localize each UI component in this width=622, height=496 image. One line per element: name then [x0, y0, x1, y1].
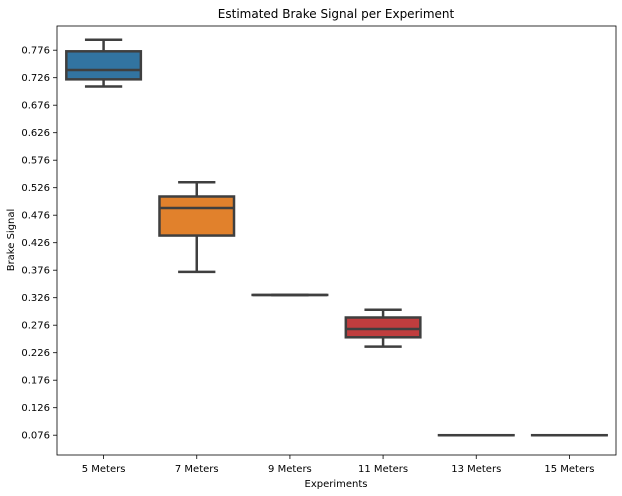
x-tick-label: 7 Meters	[175, 464, 219, 475]
y-axis-label: Brake Signal	[6, 209, 17, 272]
box-4	[344, 308, 422, 348]
y-tick-label: 0.126	[21, 403, 50, 414]
y-tick-label: 0.276	[21, 321, 50, 332]
x-tick-label: 13 Meters	[451, 464, 501, 475]
box-1	[65, 38, 143, 88]
y-tick-label: 0.176	[21, 376, 50, 387]
x-tick-label: 9 Meters	[268, 464, 312, 475]
y-tick-label: 0.076	[21, 431, 50, 442]
plot-area	[56, 25, 617, 456]
y-tick-label: 0.476	[21, 211, 50, 222]
x-tick-label: 11 Meters	[358, 464, 408, 475]
iqr-box	[65, 50, 143, 81]
y-tick-label: 0.776	[21, 46, 50, 57]
y-tick-label: 0.526	[21, 183, 50, 194]
y-tick-label: 0.626	[21, 128, 50, 139]
y-tick-label: 0.426	[21, 238, 50, 249]
x-tick-label: 5 Meters	[82, 464, 126, 475]
y-tick-label: 0.576	[21, 156, 50, 167]
box-2	[158, 180, 236, 274]
y-tick-label: 0.676	[21, 101, 50, 112]
y-tick-label: 0.226	[21, 348, 50, 359]
x-axis-label: Experiments	[305, 479, 368, 490]
y-tick-label: 0.726	[21, 73, 50, 84]
iqr-box	[344, 316, 422, 339]
iqr-box	[158, 195, 236, 237]
y-tick-label: 0.376	[21, 266, 50, 277]
x-tick-label: 15 Meters	[544, 464, 594, 475]
chart-title: Estimated Brake Signal per Experiment	[218, 7, 455, 21]
y-tick-label: 0.326	[21, 293, 50, 304]
